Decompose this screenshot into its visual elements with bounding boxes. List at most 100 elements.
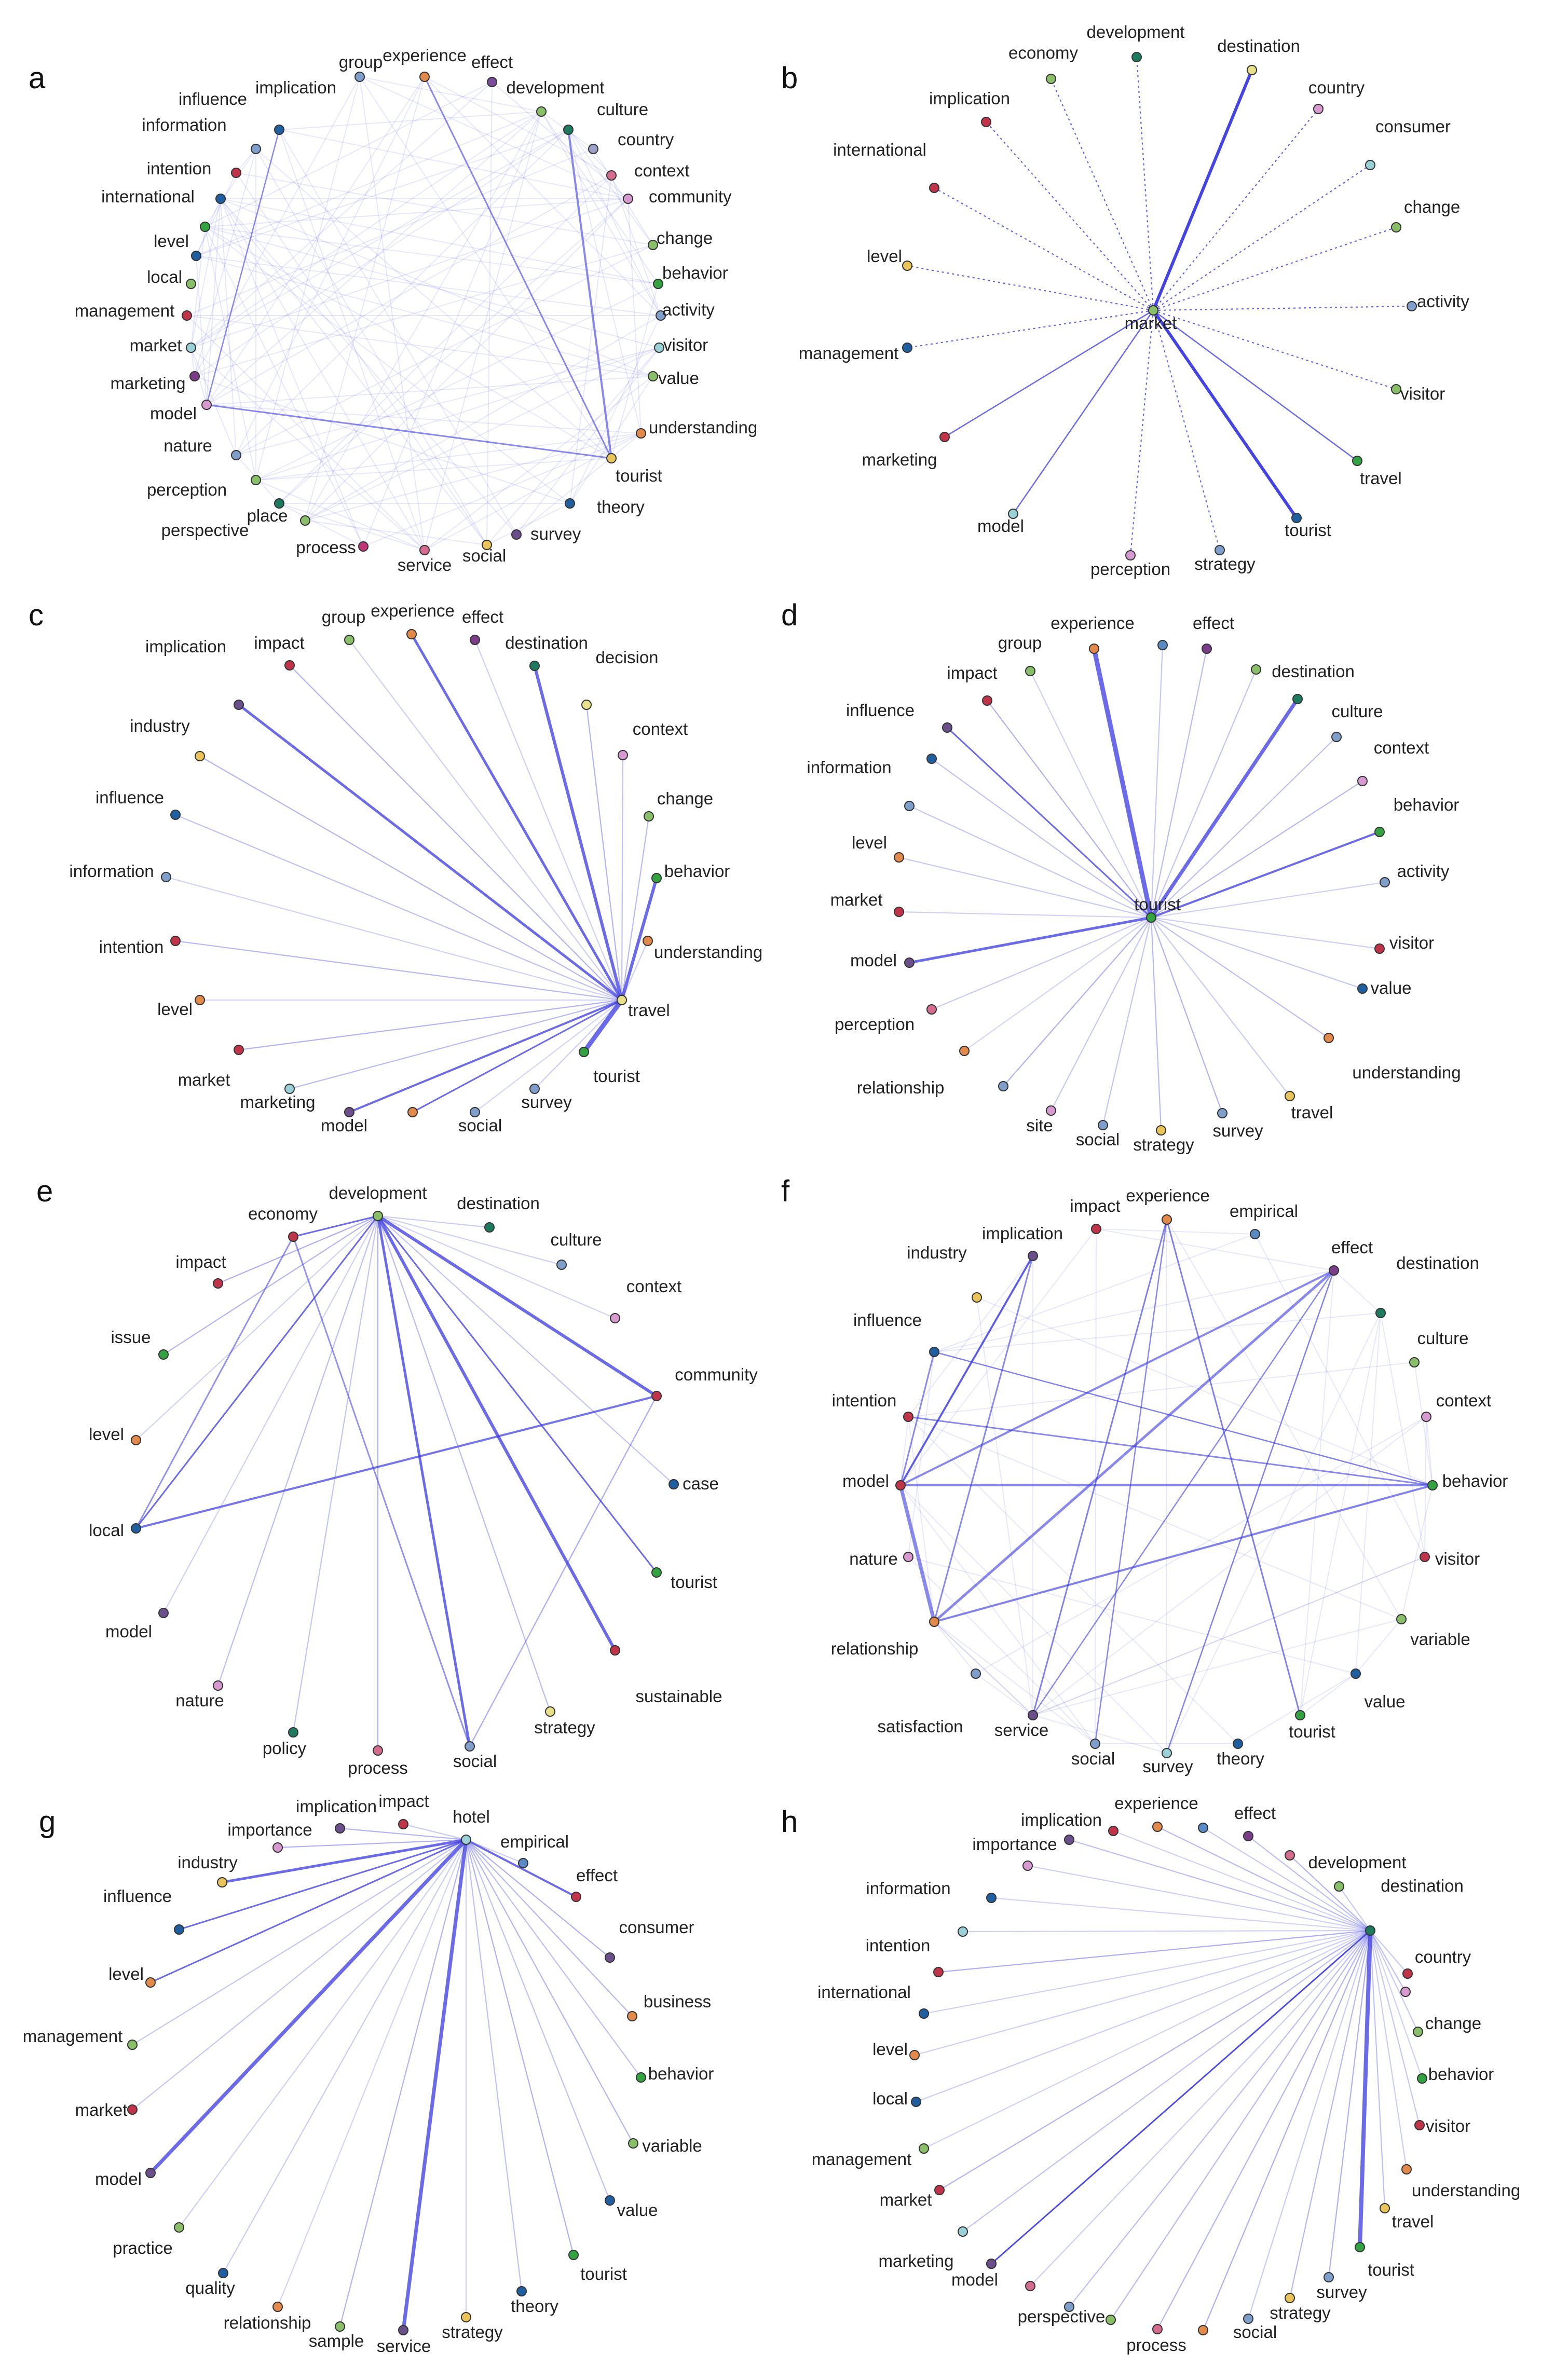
node	[1420, 1552, 1430, 1562]
node	[571, 1892, 581, 1902]
edge	[474, 639, 623, 1001]
node-label: local	[872, 2089, 908, 2108]
node	[201, 400, 212, 410]
edge	[944, 309, 1154, 438]
node	[929, 183, 939, 193]
edge-strong	[349, 999, 622, 1113]
edge	[199, 756, 622, 1001]
node-label: intention	[832, 1391, 897, 1410]
node	[1427, 1480, 1438, 1490]
node-label: international	[817, 1982, 911, 2002]
node	[1152, 2324, 1163, 2334]
node	[911, 2097, 921, 2107]
node-label: group	[322, 607, 365, 626]
node-label: importance	[227, 1820, 312, 1839]
node	[1028, 1251, 1038, 1261]
node-label: group	[339, 52, 383, 72]
edge-strong	[909, 916, 1152, 964]
edge	[628, 198, 642, 434]
edge	[196, 111, 542, 256]
node-label: relationship	[831, 1639, 919, 1658]
edge	[194, 76, 360, 377]
node-label: model	[105, 1622, 152, 1641]
node	[1028, 1710, 1038, 1720]
edge	[220, 198, 487, 545]
node-label: service	[994, 1720, 1049, 1740]
panel-letter: a	[29, 61, 46, 95]
edge	[900, 1228, 1097, 1486]
node	[217, 1877, 227, 1887]
edge	[1166, 1219, 1402, 1620]
edge	[363, 433, 642, 547]
node	[1391, 222, 1401, 232]
edge	[238, 999, 622, 1051]
edge	[206, 76, 425, 405]
edge	[279, 175, 612, 504]
node	[1291, 513, 1302, 523]
node	[174, 2222, 184, 2233]
edge	[194, 376, 570, 504]
edge-strong	[567, 129, 612, 459]
edge-strong	[206, 404, 612, 459]
node	[288, 1727, 298, 1738]
node-label: case	[683, 1474, 719, 1493]
edge	[1032, 1416, 1427, 1716]
node	[1090, 1739, 1100, 1749]
node	[1355, 2242, 1365, 2252]
node	[1025, 666, 1035, 676]
edge	[255, 433, 642, 481]
edge	[206, 111, 542, 405]
edge	[279, 198, 629, 504]
node-label: behavior	[648, 2064, 714, 2083]
node-label: model	[850, 951, 897, 970]
edge	[1069, 1930, 1371, 2307]
edge	[541, 111, 661, 316]
edge-dotted	[1050, 78, 1154, 311]
node	[1025, 2281, 1035, 2291]
edge	[934, 1270, 1334, 1352]
node-label: effect	[576, 1866, 618, 1885]
node-label: international	[833, 140, 926, 159]
node	[623, 194, 633, 204]
node-label: understanding	[1352, 1063, 1461, 1082]
edges-c	[166, 633, 658, 1113]
node-label: visitor	[1435, 1549, 1480, 1568]
edge-strong	[1152, 309, 1298, 519]
node-label: social	[453, 1752, 497, 1771]
node	[251, 144, 261, 154]
node-label: perception	[835, 1015, 915, 1034]
node-label: information	[69, 861, 154, 881]
node-label: service	[398, 555, 452, 575]
edge	[898, 856, 1152, 919]
node	[1417, 2073, 1427, 2084]
edge	[204, 198, 629, 227]
edge	[1151, 881, 1385, 919]
edge	[255, 458, 612, 481]
node	[894, 907, 904, 917]
edge	[1030, 671, 1152, 918]
hub-node	[1146, 912, 1156, 923]
node	[606, 170, 617, 181]
node	[1391, 384, 1401, 394]
edge	[1151, 917, 1363, 990]
node	[536, 106, 547, 117]
node-label: context	[634, 161, 689, 180]
node-label: information	[807, 758, 891, 777]
edge	[220, 198, 517, 535]
node-label: sustainable	[636, 1687, 722, 1706]
node-label: social	[458, 1116, 502, 1135]
edge	[279, 503, 425, 551]
edge-strong	[293, 1215, 378, 1238]
node-label: effect	[1193, 613, 1234, 633]
node	[982, 695, 992, 706]
node	[959, 1046, 970, 1056]
edge	[424, 376, 653, 551]
edge	[465, 1839, 611, 2201]
node-label: information	[142, 115, 226, 134]
node-label: marketing	[862, 450, 937, 469]
node	[145, 2168, 156, 2178]
edge	[465, 1839, 523, 2292]
edge	[1289, 1855, 1371, 1931]
edge	[1380, 1312, 1425, 1557]
edge	[220, 198, 364, 547]
